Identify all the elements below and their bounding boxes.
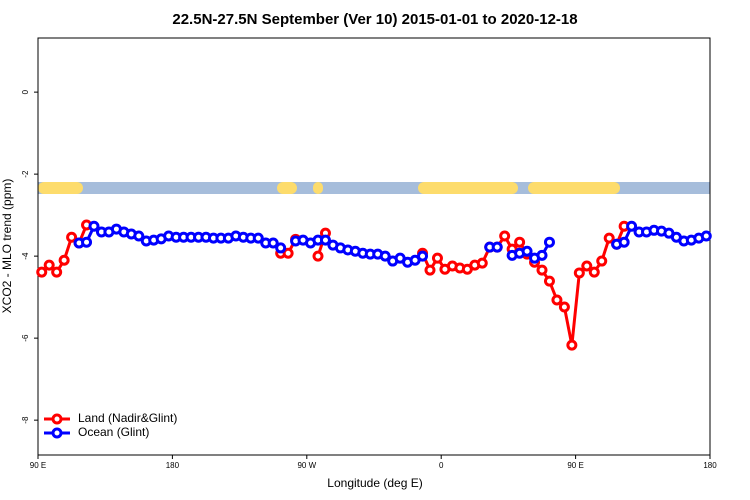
y-axis-label: XCO2 - MLO trend (ppm) <box>0 179 14 314</box>
point <box>319 234 331 246</box>
point <box>66 231 78 243</box>
legend-marker <box>51 427 63 439</box>
point <box>514 236 526 248</box>
point <box>312 250 324 262</box>
point <box>491 241 503 253</box>
point <box>573 267 585 279</box>
point <box>536 249 548 261</box>
point <box>521 245 533 257</box>
land-strip <box>528 182 620 194</box>
point <box>379 250 391 262</box>
x-tick-label: 90 W <box>297 461 316 470</box>
point <box>424 264 436 276</box>
y-tick-label: -8 <box>21 416 30 424</box>
point <box>43 259 55 271</box>
x-axis-label: Longitude (deg E) <box>327 476 422 490</box>
x-tick-label: 0 <box>439 461 444 470</box>
land-strip <box>38 182 83 194</box>
y-tick-label: -6 <box>21 334 30 342</box>
point <box>543 236 555 248</box>
point <box>596 255 608 267</box>
land-strip <box>277 182 297 194</box>
point <box>476 257 488 269</box>
legend-label: Ocean (Glint) <box>78 425 149 439</box>
point <box>58 254 70 266</box>
point <box>36 266 48 278</box>
x-tick-label: 90 E <box>567 461 583 470</box>
y-tick-label: -4 <box>21 252 30 260</box>
land-strip <box>313 182 323 194</box>
point <box>282 247 294 259</box>
land-strip <box>418 182 518 194</box>
point <box>499 230 511 242</box>
point <box>626 220 638 232</box>
point <box>252 232 264 244</box>
legend-label: Land (Nadir&Glint) <box>78 411 177 425</box>
point <box>603 232 615 244</box>
x-tick-label: 90 E <box>30 461 46 470</box>
y-tick-label: -2 <box>21 170 30 178</box>
x-tick-label: 180 <box>703 461 717 470</box>
plot-frame <box>37 37 711 456</box>
point <box>618 236 630 248</box>
y-tick-label: 0 <box>21 89 30 94</box>
point <box>51 266 63 278</box>
point <box>133 230 145 242</box>
point <box>566 339 578 351</box>
point <box>581 260 593 272</box>
point <box>588 266 600 278</box>
point <box>88 220 100 232</box>
point <box>536 264 548 276</box>
point <box>417 250 429 262</box>
chart-title: 22.5N-27.5N September (Ver 10) 2015-01-0… <box>172 11 577 28</box>
point <box>551 294 563 306</box>
point <box>700 230 712 242</box>
x-tick-label: 180 <box>166 461 180 470</box>
map-strip <box>38 182 710 194</box>
point <box>81 236 93 248</box>
point <box>543 275 555 287</box>
legend-marker <box>51 413 63 425</box>
point <box>275 242 287 254</box>
point <box>431 252 443 264</box>
point <box>267 237 279 249</box>
point <box>558 301 570 313</box>
legend: Land (Nadir&Glint)Ocean (Glint) <box>44 411 177 439</box>
